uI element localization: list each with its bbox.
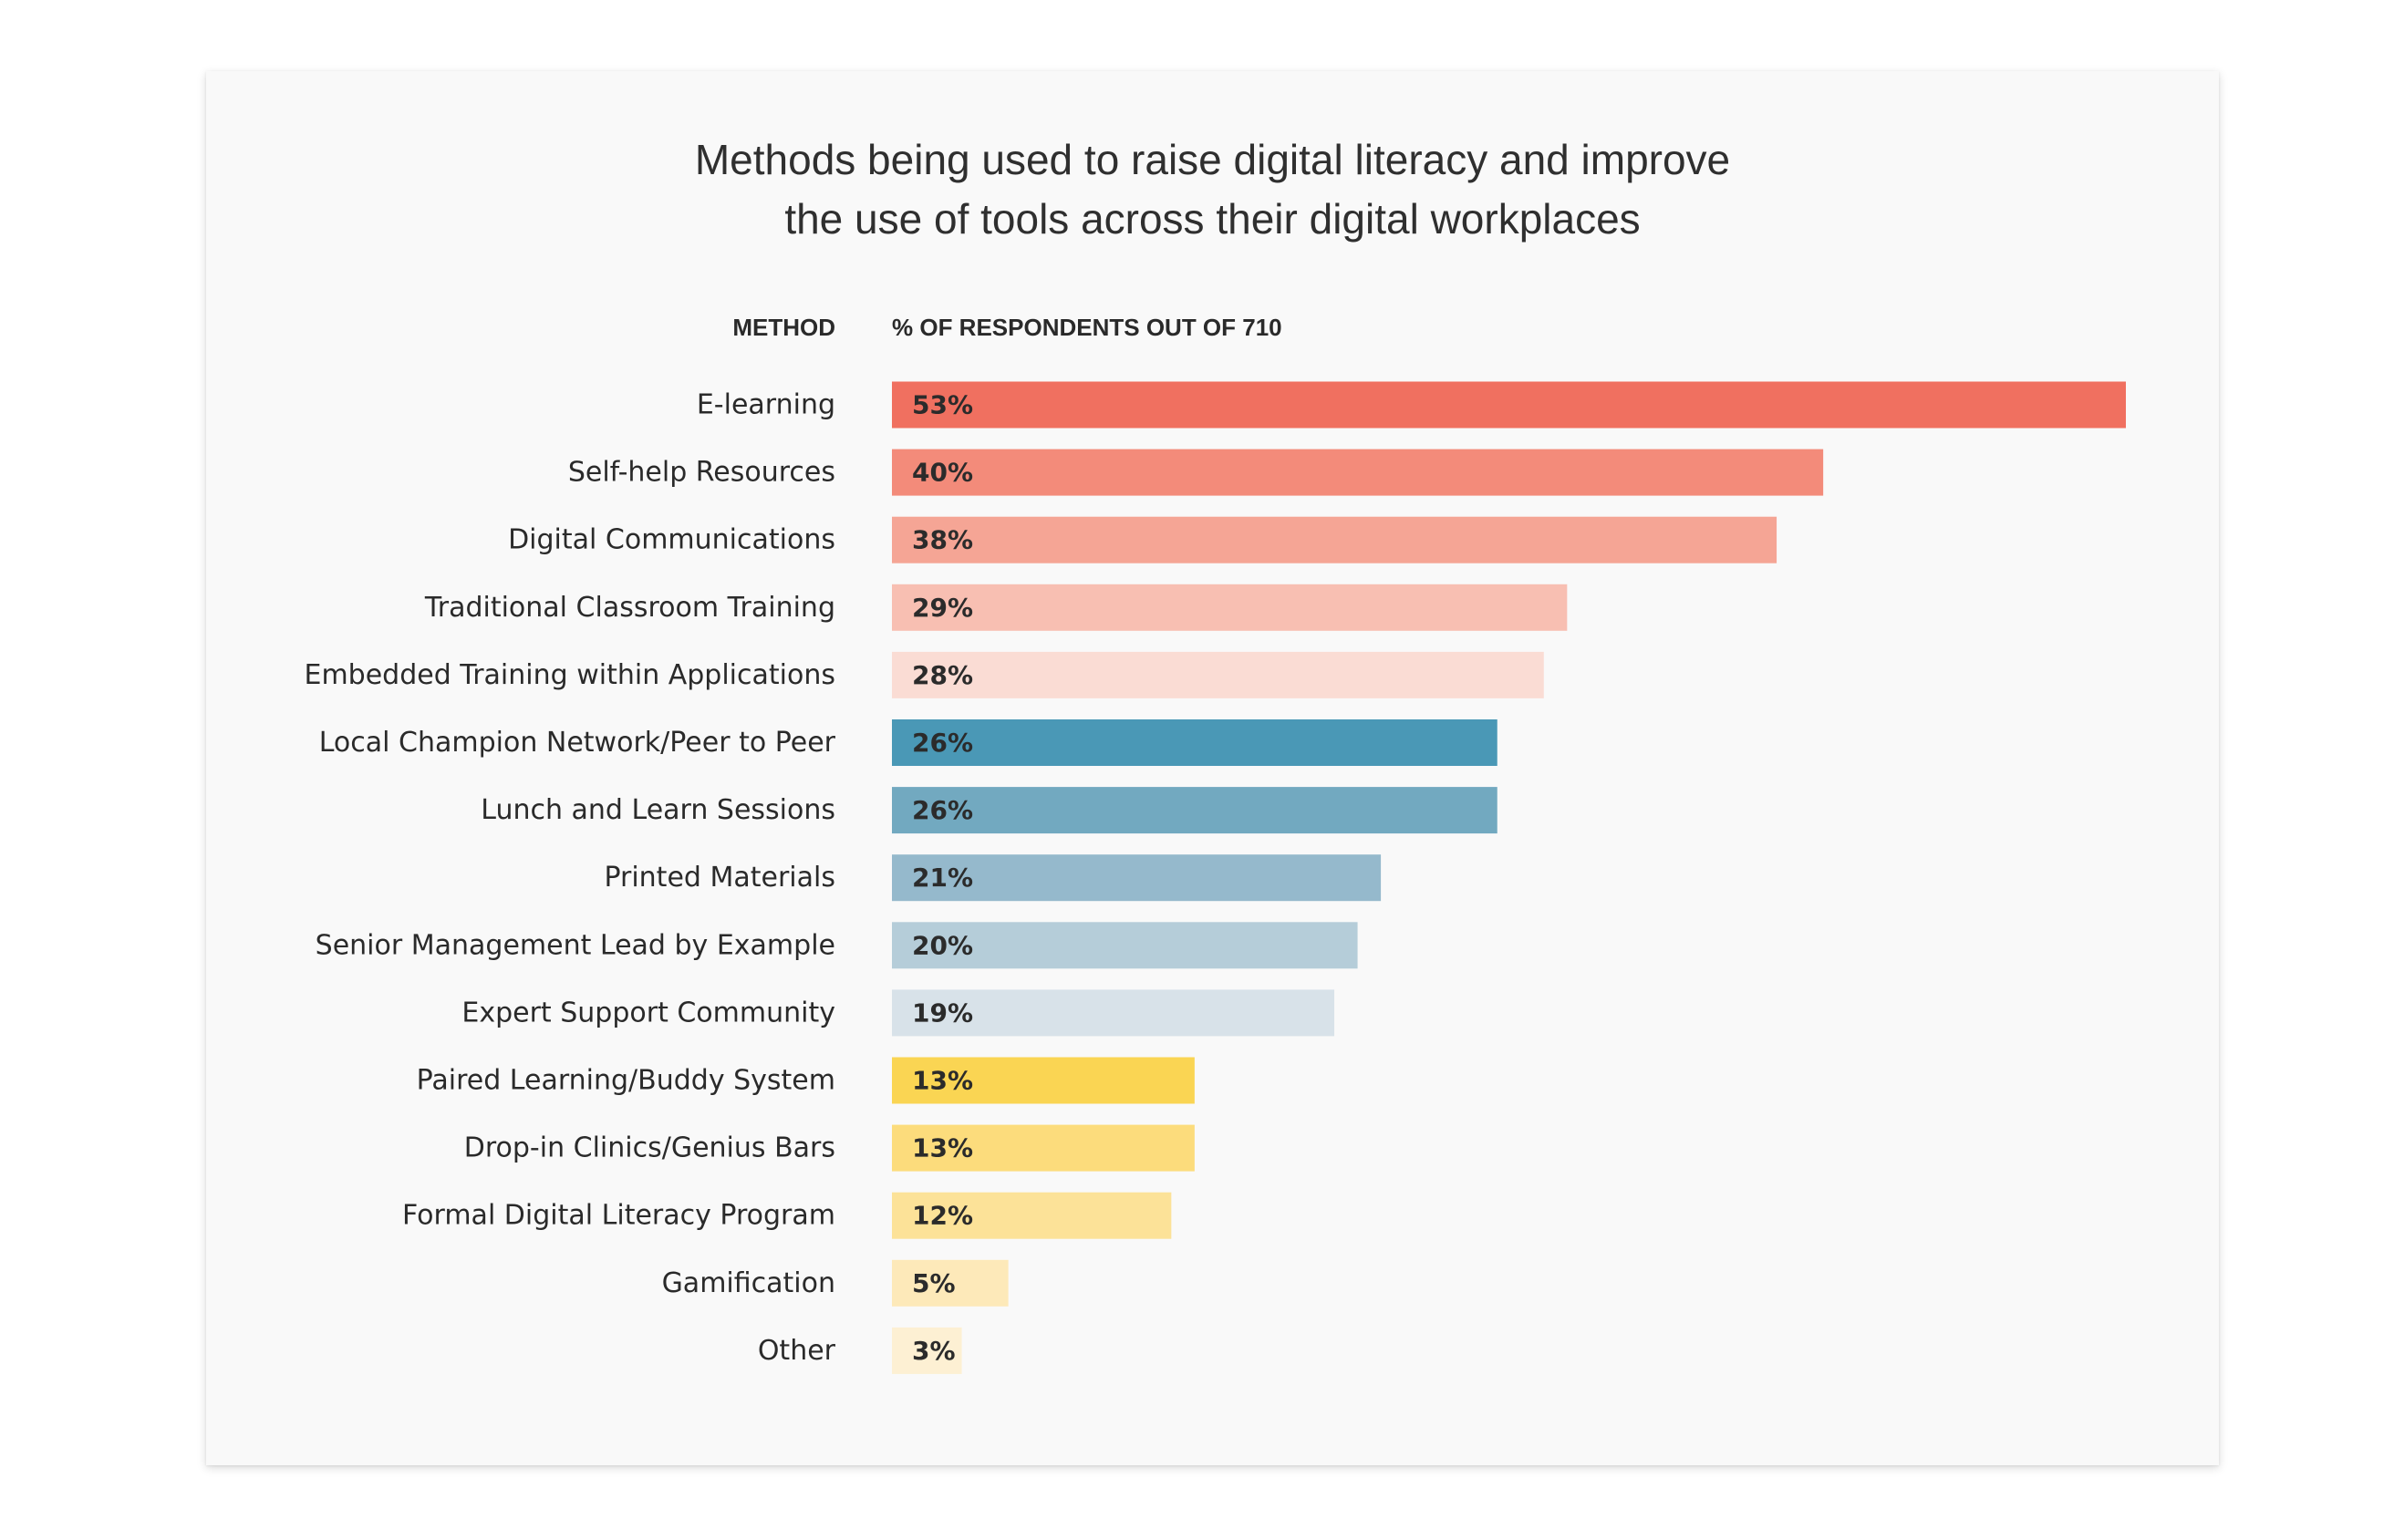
value-label: 12% xyxy=(912,1201,973,1231)
bar xyxy=(892,1259,1009,1307)
category-label: Paired Learning/Buddy System xyxy=(417,1065,835,1097)
value-label: 53% xyxy=(912,390,973,420)
bar xyxy=(892,1124,1195,1172)
bar xyxy=(892,854,1382,902)
category-label: Other xyxy=(758,1335,836,1367)
bar xyxy=(892,381,2126,429)
category-label: Formal Digital Literacy Program xyxy=(402,1200,835,1232)
bar xyxy=(892,449,1824,496)
category-label: Self-help Resources xyxy=(568,457,835,489)
value-column-header: % OF RESPONDENTS OUT OF 710 xyxy=(892,314,1282,341)
category-label: Traditional Classroom Training xyxy=(424,592,835,624)
bar xyxy=(892,584,1568,631)
bar xyxy=(892,1057,1195,1104)
value-label: 28% xyxy=(912,660,973,690)
value-label: 29% xyxy=(912,593,973,623)
value-label: 26% xyxy=(912,728,973,758)
value-label: 19% xyxy=(912,997,973,1028)
category-label: Senior Management Lead by Example xyxy=(316,929,835,961)
category-label: Local Champion Network/Peer to Peer xyxy=(319,727,836,759)
bar xyxy=(892,922,1358,969)
category-label: Digital Communications xyxy=(508,524,835,556)
category-label: Printed Materials xyxy=(604,862,835,894)
chart-title-line-1: Methods being used to raise digital lite… xyxy=(694,136,1731,183)
value-label: 40% xyxy=(912,458,973,488)
value-label: 26% xyxy=(912,795,973,825)
bar xyxy=(892,989,1335,1037)
value-label: 5% xyxy=(912,1268,956,1298)
bar xyxy=(892,719,1498,766)
bar xyxy=(892,651,1544,698)
category-label: Drop-in Clinics/Genius Bars xyxy=(464,1132,835,1164)
chart-title: Methods being used to raise digital lite… xyxy=(206,130,2219,249)
category-label: Gamification xyxy=(662,1267,835,1299)
bar xyxy=(892,516,1777,563)
category-label: E-learning xyxy=(697,389,835,421)
chart-title-line-2: the use of tools across their digital wo… xyxy=(784,195,1641,243)
method-column-header: METHOD xyxy=(732,314,835,341)
category-label: Lunch and Learn Sessions xyxy=(481,794,835,826)
value-label: 20% xyxy=(912,930,973,960)
bar-chart: METHOD % OF RESPONDENTS OUT OF 710 E-lea… xyxy=(305,314,2126,1374)
value-label: 21% xyxy=(912,863,973,893)
category-label: Embedded Training within Applications xyxy=(305,659,836,691)
value-label: 38% xyxy=(912,525,973,555)
bars-group: E-learning 53% Self-help Resources 40% Digit… xyxy=(305,381,2126,1374)
bar xyxy=(892,1192,1172,1239)
value-label: 3% xyxy=(912,1336,956,1366)
chart-card: Methods being used to raise digital lite… xyxy=(206,71,2219,1465)
category-label: Expert Support Community xyxy=(461,997,835,1028)
bar xyxy=(892,1327,962,1374)
bar xyxy=(892,787,1498,834)
value-label: 13% xyxy=(912,1066,973,1096)
value-label: 13% xyxy=(912,1133,973,1163)
